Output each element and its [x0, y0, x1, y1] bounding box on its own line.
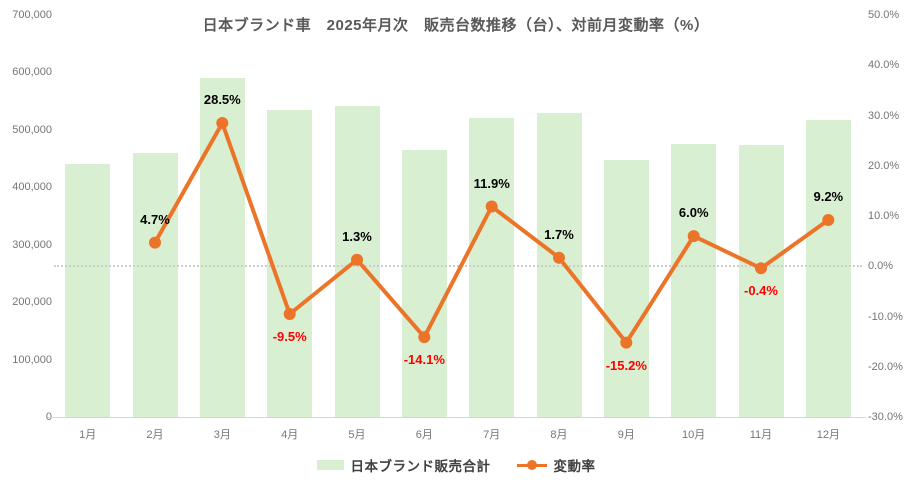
left-axis-tick: 100,000	[12, 353, 52, 366]
legend-item-sales: 日本ブランド販売合計	[316, 455, 491, 475]
right-axis-tick: 40.0%	[868, 59, 900, 72]
line-point	[283, 308, 296, 320]
x-axis-label: 6月	[415, 429, 433, 441]
line-point	[149, 236, 161, 249]
change-rate-data-label: 4.7%	[140, 211, 170, 227]
x-axis-label: 7月	[483, 429, 501, 441]
legend: 日本ブランド販売合計 変動率	[0, 452, 912, 478]
right-axis-tick: 30.0%	[868, 109, 900, 122]
sales-bar	[199, 78, 245, 417]
chart-title: 日本ブランド車 2025年月次 販売台数推移（台）、対前月変動率（%）	[202, 17, 710, 34]
sales-bar	[132, 152, 178, 417]
left-axis-tick: 400,000	[12, 181, 52, 194]
right-axis-tick: 10.0%	[868, 210, 900, 222]
change-rate-data-label: -9.5%	[272, 329, 307, 344]
sales-bar	[671, 144, 717, 417]
change-rate-data-label: 1.7%	[544, 226, 574, 242]
line-point	[485, 200, 498, 213]
change-rate-data-label: 11.9%	[473, 175, 510, 191]
x-axis-label: 5月	[348, 429, 366, 441]
line-path	[153, 121, 831, 345]
right-axis-tick: 0.0%	[868, 260, 894, 273]
line-point	[822, 214, 835, 226]
sales-bar	[469, 118, 515, 417]
change-rate-data-label: 9.2%	[813, 189, 844, 204]
sales-bar	[65, 164, 111, 417]
left-axis-tick: 200,000	[12, 296, 52, 309]
x-axis-line	[48, 417, 866, 418]
left-axis-tick: 300,000	[12, 238, 52, 251]
line-point	[620, 336, 633, 349]
x-axis-label: 12月	[816, 429, 840, 441]
x-axis-label: 3月	[213, 429, 231, 441]
legend-bar-label: 日本ブランド販売合計	[350, 459, 491, 474]
sales-bar	[267, 110, 313, 417]
change-rate-data-label: -14.1%	[403, 352, 445, 368]
sales-bar	[805, 120, 851, 417]
right-axis-tick: 50.0%	[868, 9, 900, 21]
x-axis-label: 9月	[617, 429, 635, 441]
legend-item-change-rate: 変動率	[516, 455, 596, 475]
sales-bar	[603, 159, 649, 417]
left-axis-tick: 600,000	[12, 66, 52, 79]
line-point	[687, 230, 700, 243]
x-axis-label: 1月	[79, 429, 97, 441]
right-axis-tick: -20.0%	[868, 360, 903, 373]
change-rate-line	[149, 117, 835, 349]
zero-reference-line	[54, 265, 862, 268]
left-axis-tick: 700,000	[12, 9, 52, 21]
x-axis-label: 10月	[682, 429, 706, 441]
line-point	[553, 251, 565, 264]
change-rate-data-label: -15.2%	[605, 357, 647, 373]
sales-bar	[738, 145, 784, 417]
change-rate-data-label: 6.0%	[678, 205, 709, 221]
change-rate-data-label: 28.5%	[203, 92, 241, 107]
line-swatch-icon	[516, 459, 547, 471]
bar-swatch-icon	[316, 460, 344, 470]
sales-bar	[401, 150, 447, 417]
right-axis-tick: -30.0%	[868, 411, 903, 423]
x-axis-label: 11月	[749, 429, 773, 441]
line-point	[351, 253, 363, 266]
line-point	[216, 117, 229, 129]
plot-area: 4.7% 28.5% -9.5% 1.3% -14.1% 11.9% 1.7% -15.2% 6…	[54, 15, 862, 417]
change-rate-data-label: -0.4%	[744, 283, 778, 299]
line-point	[418, 331, 431, 344]
right-axis-tick: -10.0%	[868, 310, 903, 323]
left-axis-tick: 500,000	[12, 123, 52, 136]
legend-line-label: 変動率	[553, 459, 596, 474]
line-point	[755, 262, 767, 275]
change-rate-data-label: 1.3%	[342, 228, 372, 244]
sales-bar	[536, 113, 582, 417]
left-axis-tick: 0	[45, 411, 52, 423]
x-axis-label: 8月	[550, 429, 568, 441]
x-axis-label: 2月	[146, 429, 164, 441]
x-axis-label: 4月	[281, 429, 299, 441]
right-axis-tick: 20.0%	[868, 159, 900, 172]
